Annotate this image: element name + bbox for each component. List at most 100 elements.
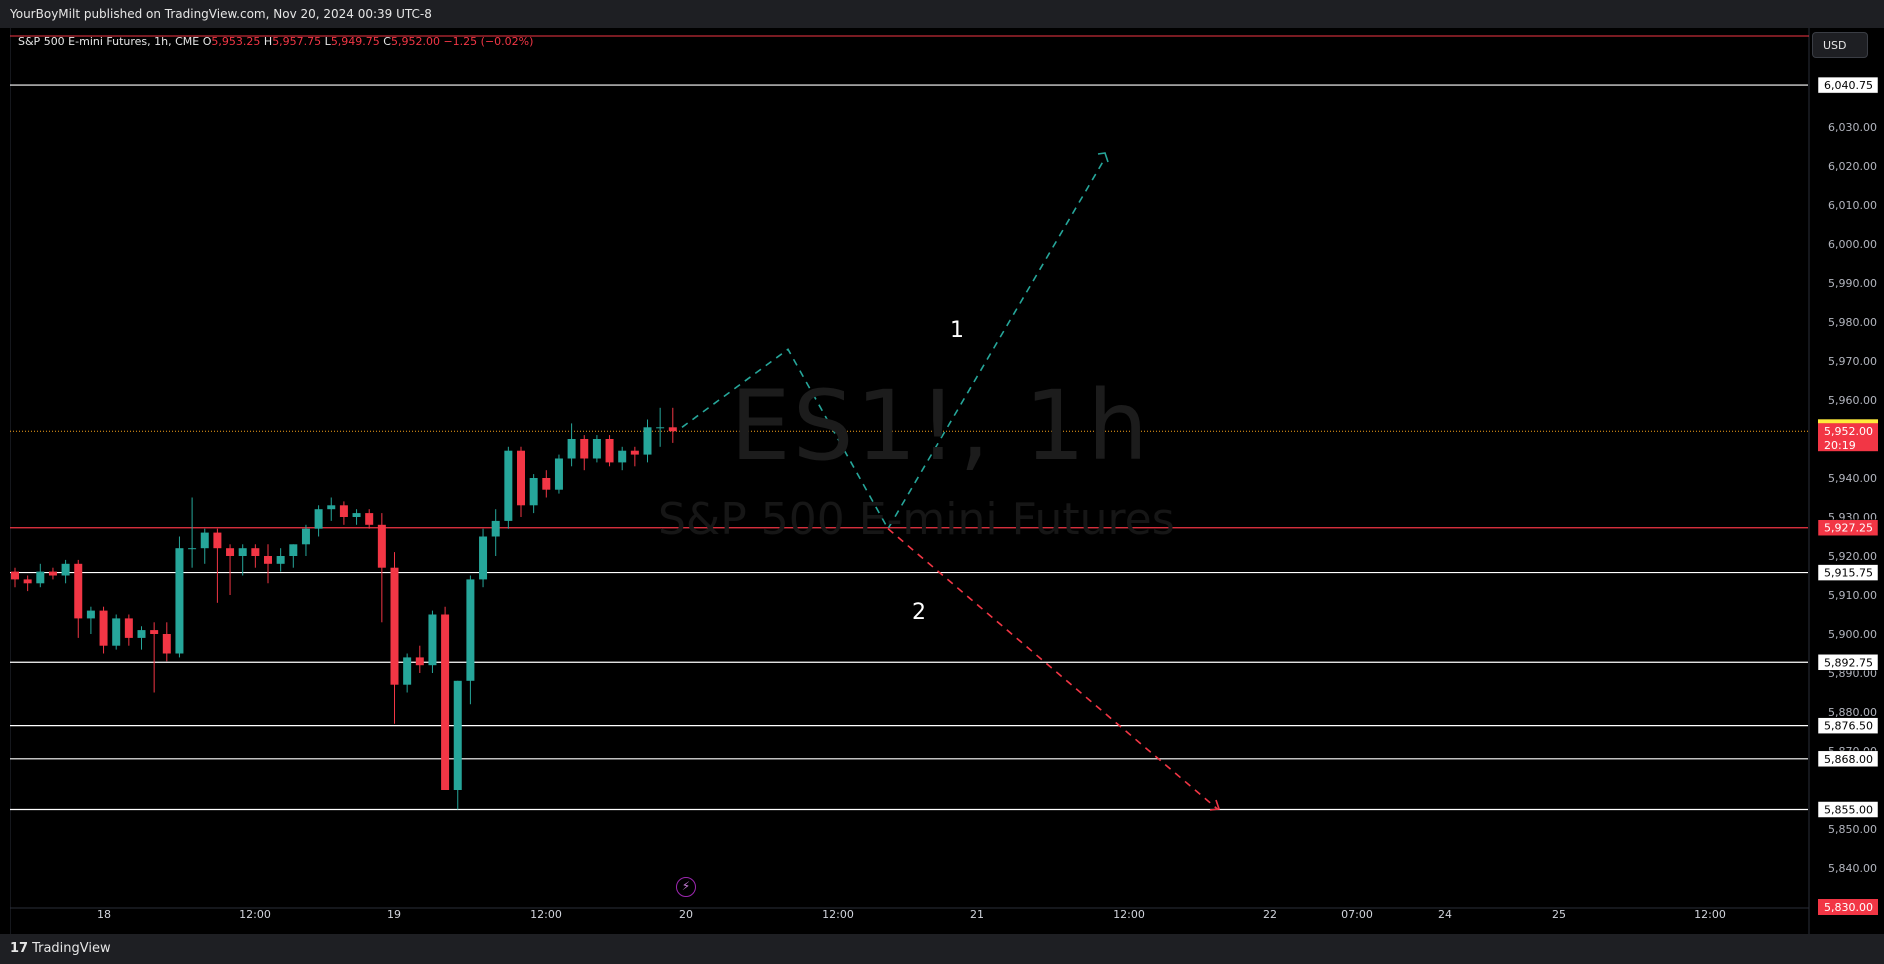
candle-body: [630, 450, 639, 455]
x-tick-label: 12:00: [239, 908, 271, 921]
level-price-label: 5,876.50: [1824, 720, 1873, 733]
legend-close: 5,952.00: [390, 35, 440, 48]
candle-body: [517, 450, 525, 506]
candle-body: [453, 680, 462, 790]
price-tag-label: 5,830.00: [1824, 901, 1873, 914]
price-tag-label: 5,952.00: [1824, 425, 1873, 438]
legend-low: 5,949.75: [330, 35, 380, 48]
candle-body: [226, 548, 235, 556]
candle-body: [150, 630, 159, 634]
y-tick-label: 5,970.00: [1828, 355, 1877, 368]
candle-body: [137, 630, 146, 638]
candle-body: [592, 439, 601, 459]
candle-body: [377, 524, 386, 568]
y-tick-label: 5,910.00: [1828, 589, 1877, 602]
candle-body: [86, 610, 95, 619]
level-price-tag: [1817, 519, 1879, 536]
tradingview-logo[interactable]: 17 TradingView: [10, 941, 111, 956]
watermark-symbol: ES1!, 1h: [730, 370, 1151, 482]
y-tick-label: 5,940.00: [1828, 472, 1877, 485]
candle-body: [213, 532, 222, 549]
level-price-label: 5,892.75: [1824, 656, 1873, 669]
candle-body: [36, 571, 45, 584]
x-tick-label: 19: [387, 908, 401, 921]
y-tick-label: 5,880.00: [1828, 706, 1877, 719]
candle-body: [542, 478, 551, 490]
candle-body: [61, 563, 70, 576]
legend-high-label: H: [263, 35, 273, 48]
chart-canvas[interactable]: 6,030.00 6,020.00 6,010.00 6,000.00 5,990.00…: [10, 28, 1884, 934]
x-tick-label: 12:00: [1113, 908, 1145, 921]
candle-body: [390, 567, 399, 685]
candle-body: [301, 528, 310, 545]
level-price-label: 6,040.75: [1824, 79, 1873, 92]
level-price-label: 5,855.00: [1824, 804, 1873, 817]
y-tick-label: 6,020.00: [1828, 160, 1877, 173]
legend-symbol[interactable]: S&P 500 E-mini Futures, 1h, CME: [18, 35, 200, 48]
price-tag: [1818, 423, 1878, 452]
candle-body: [491, 520, 500, 537]
ohlc-legend: S&P 500 E-mini Futures, 1h, CME O5,953.2…: [18, 35, 533, 48]
level-price-tag: [1817, 750, 1879, 768]
x-tick-label: 25: [1552, 908, 1566, 921]
tradingview-logo-icon: 17: [10, 941, 29, 956]
y-tick-label: 5,980.00: [1828, 316, 1877, 329]
candle-body: [112, 618, 121, 646]
red-arrowhead: [1209, 799, 1221, 811]
y-tick-label: 6,030.00: [1828, 121, 1877, 134]
x-tick-label: 12:00: [822, 908, 854, 921]
candle-body: [264, 556, 272, 564]
y-tick-label: 5,920.00: [1828, 550, 1877, 563]
candle-body: [200, 532, 209, 549]
candle-body: [327, 505, 336, 510]
candle-body: [314, 509, 323, 529]
projection-green-path: [681, 157, 1106, 531]
candle-body: [643, 427, 652, 455]
chart-area[interactable]: 6,030.00 6,020.00 6,010.00 6,000.00 5,990.00…: [10, 28, 1884, 934]
y-tick-label: 5,960.00: [1828, 394, 1877, 407]
candle-body: [251, 548, 260, 556]
y-tick-label: 6,000.00: [1828, 238, 1877, 251]
candle-body: [441, 614, 450, 790]
y-tick-label: 5,900.00: [1828, 628, 1877, 641]
candle-body: [276, 556, 285, 564]
x-tick-label: 20: [679, 908, 693, 921]
candle-body: [504, 450, 513, 521]
currency-button[interactable]: USD: [1812, 32, 1868, 58]
x-tick-label: 07:00: [1341, 908, 1373, 921]
legend-high: 5,957.75: [272, 35, 322, 48]
candle-body: [580, 439, 589, 459]
level-price-tag: [1817, 76, 1879, 94]
legend-open: 5,953.25: [211, 35, 261, 48]
x-tick-label: 22: [1263, 908, 1277, 921]
level-price-label: 5,915.75: [1824, 567, 1873, 580]
candle-body: [365, 513, 374, 525]
candle-body: [428, 614, 437, 666]
x-tick-label: 12:00: [1694, 908, 1726, 921]
y-tick-label: 5,850.00: [1828, 823, 1877, 836]
legend-low-label: L: [324, 35, 331, 48]
candle-body: [339, 505, 348, 517]
lightning-icon[interactable]: ⚡: [676, 877, 696, 897]
legend-change: −1.25 (−0.02%): [443, 35, 534, 48]
price-tag-countdown: 20:19: [1824, 439, 1856, 452]
y-tick-label: 6,010.00: [1828, 199, 1877, 212]
candle-body: [23, 579, 32, 584]
candle-body: [415, 657, 424, 666]
x-tick-label: 12:00: [530, 908, 562, 921]
publish-bar: YourBoyMilt published on TradingView.com…: [0, 0, 1884, 28]
candle-body: [605, 439, 614, 463]
publish-info: YourBoyMilt published on TradingView.com…: [10, 7, 432, 21]
level-price-label: 5,868.00: [1824, 753, 1873, 766]
candle-body: [466, 579, 475, 681]
green-arrowhead: [1097, 152, 1109, 163]
footer-bar: 17 TradingView: [0, 934, 1884, 964]
candle-body: [175, 548, 184, 654]
legend-open-label: O: [202, 35, 212, 48]
candle-body: [656, 427, 665, 429]
level-price-tag: [1817, 717, 1879, 734]
candle-body: [529, 478, 538, 506]
y-tick-label: 5,990.00: [1828, 277, 1877, 290]
candle-body: [479, 536, 488, 580]
brand-name: TradingView: [32, 941, 111, 956]
